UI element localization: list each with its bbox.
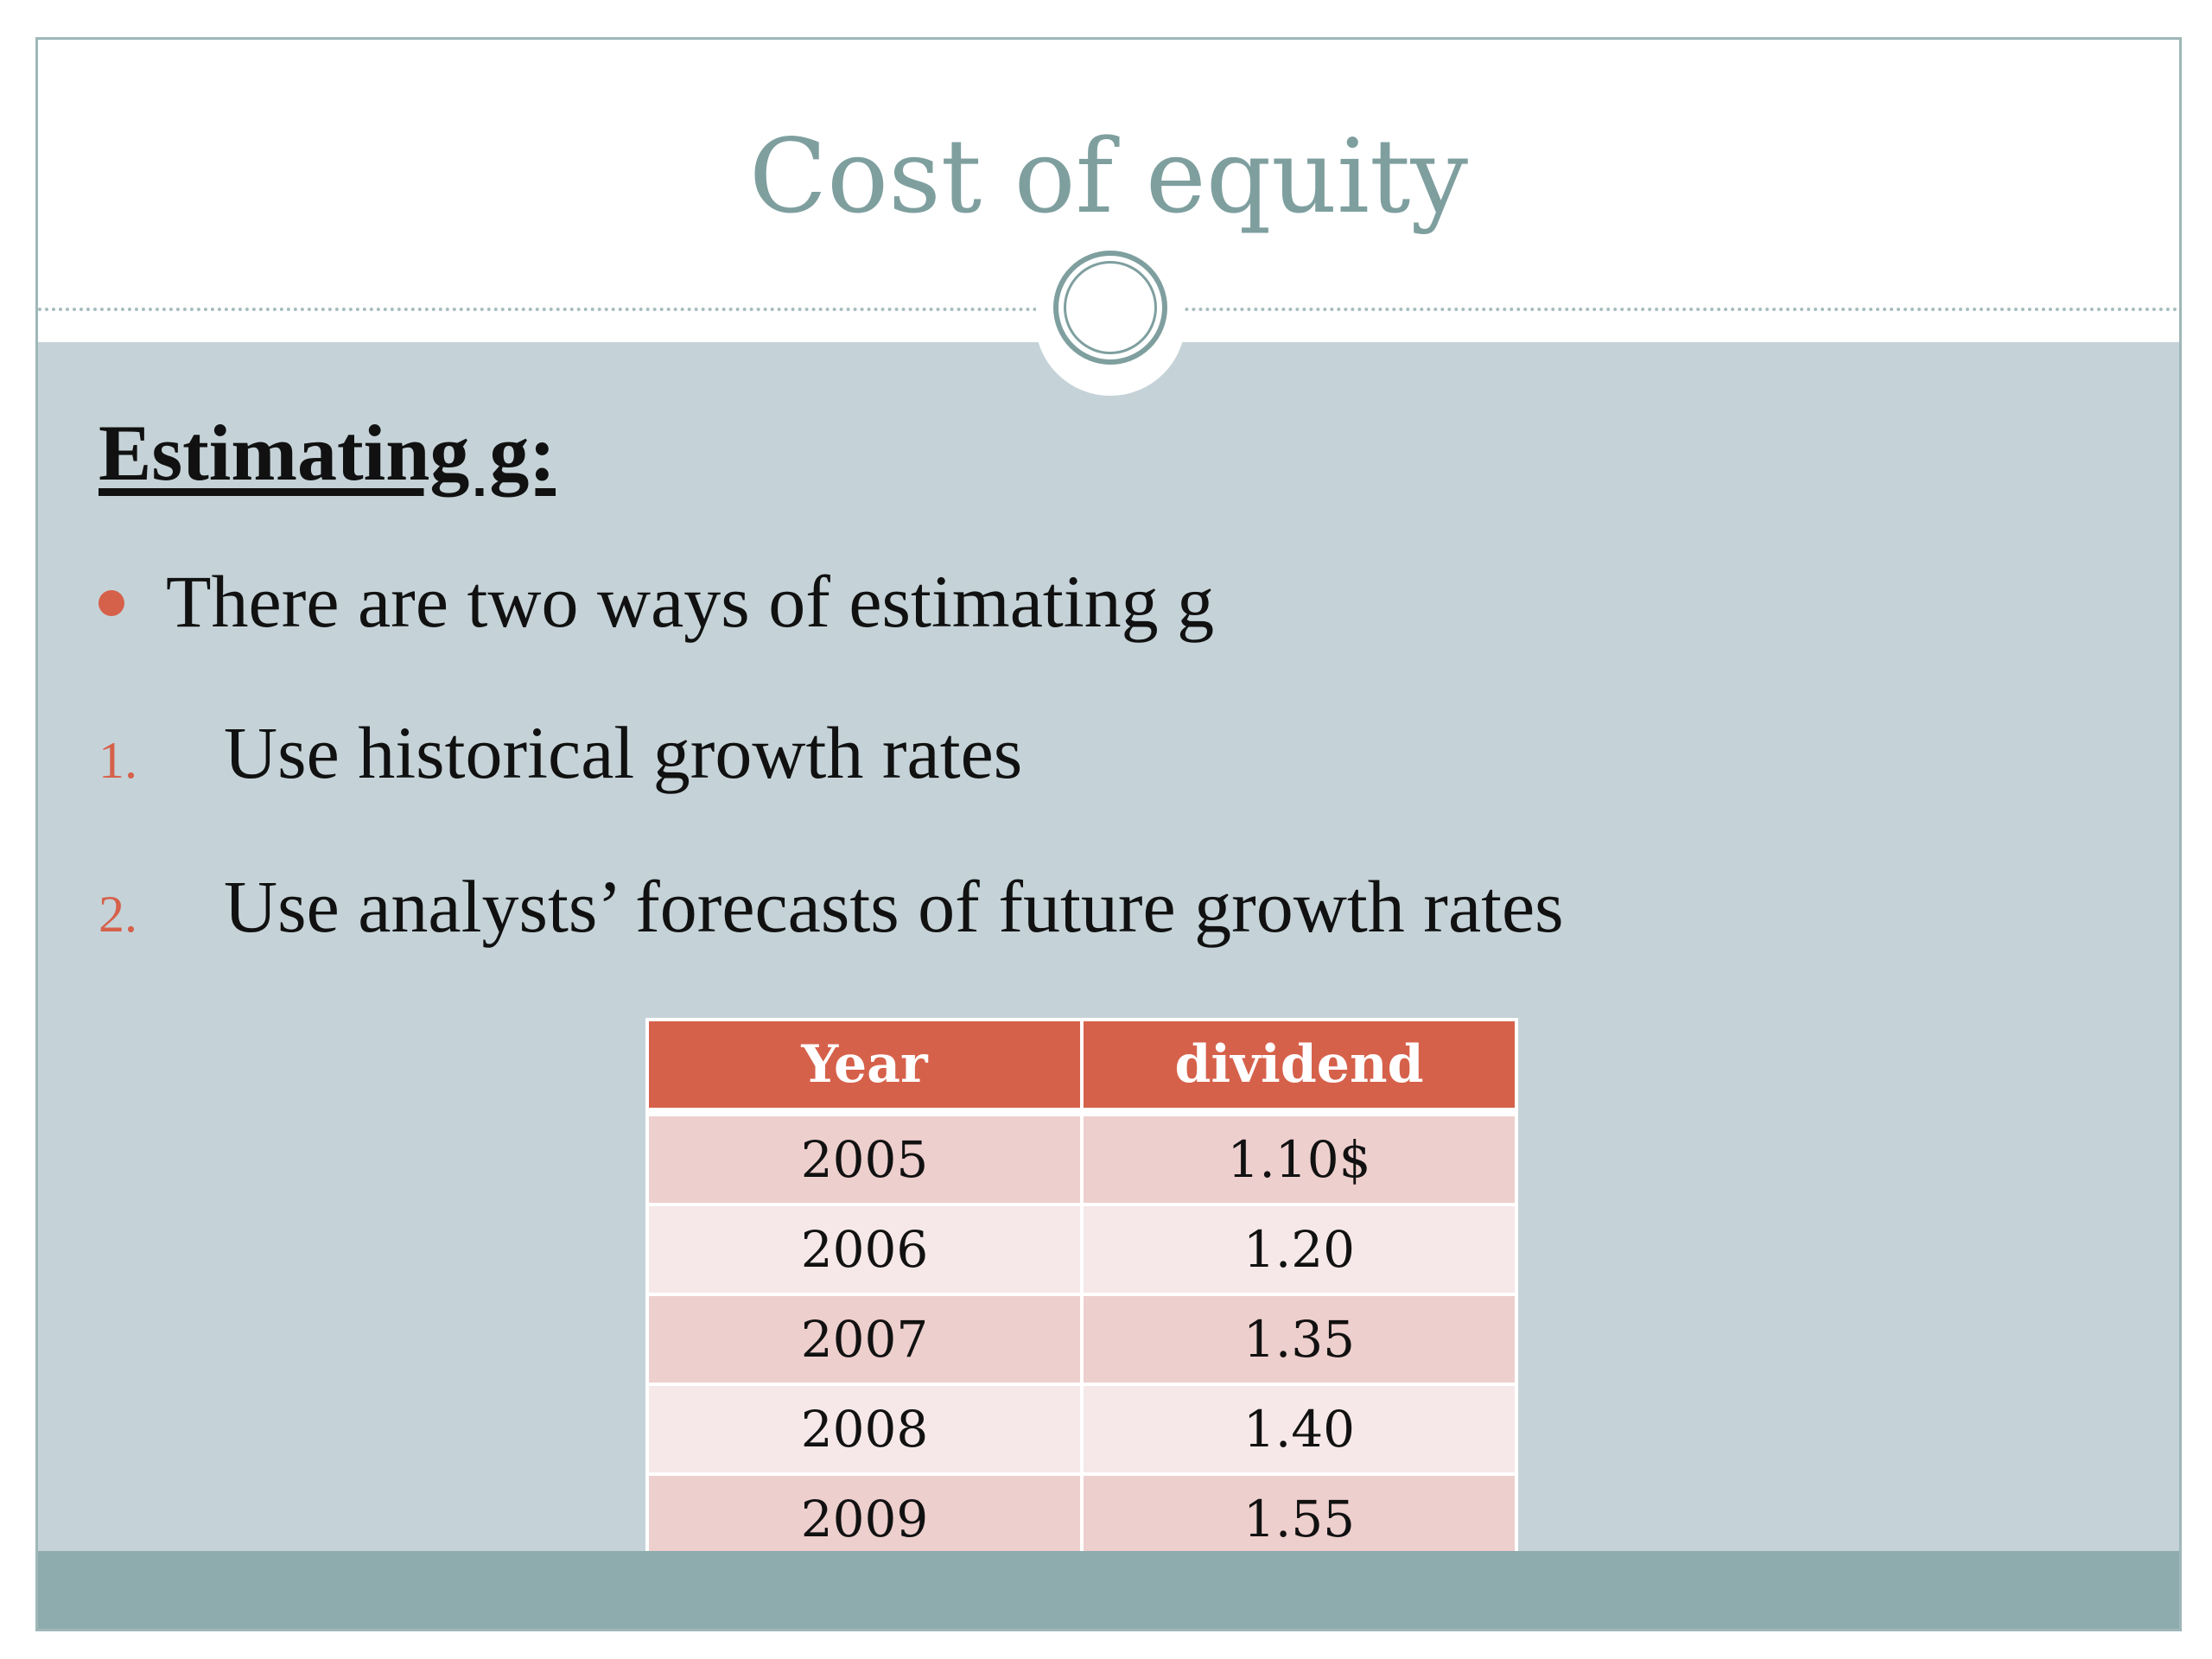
dividend-cell: 1.20 — [1080, 1203, 1518, 1296]
numbered-marker: 1. — [99, 732, 137, 789]
year-cell: 2009 — [645, 1472, 1084, 1566]
numbered-text: Use historical growth rates — [224, 711, 1023, 794]
footer-bar — [38, 1551, 2179, 1629]
table-header-row: Year dividend — [645, 1018, 1518, 1116]
slide-title: Cost of equity — [748, 117, 1469, 236]
numbered-item-1: 1. Use historical growth rates — [99, 709, 1022, 796]
year-cell: 2006 — [645, 1203, 1084, 1296]
dividend-table: Year dividend 2005 1.10$ 2006 1.20 2007 … — [645, 1018, 1518, 1566]
table-row: 2008 1.40 — [645, 1382, 1518, 1476]
section-heading: Estimating g: — [99, 409, 556, 497]
bullet-item: There are two ways of estimating g — [99, 558, 1214, 645]
numbered-text: Use analysts’ forecasts of future growth… — [224, 865, 1564, 948]
dividend-cell: 1.10$ — [1080, 1110, 1518, 1206]
dividend-cell: 1.40 — [1080, 1382, 1518, 1476]
circle-ornament-icon — [1053, 251, 1167, 365]
numbered-marker: 2. — [99, 886, 137, 943]
table-row: 2005 1.10$ — [645, 1110, 1518, 1206]
year-cell: 2007 — [645, 1293, 1084, 1386]
dividend-cell: 1.55 — [1080, 1472, 1518, 1566]
year-cell: 2005 — [645, 1110, 1084, 1206]
slide: Cost of equity Estimating g: There are t… — [35, 37, 2182, 1631]
bullet-text: There are two ways of estimating g — [166, 560, 1215, 643]
table-row: 2009 1.55 — [645, 1472, 1518, 1566]
column-header-year: Year — [645, 1018, 1084, 1116]
table-row: 2007 1.35 — [645, 1293, 1518, 1386]
dividend-cell: 1.35 — [1080, 1293, 1518, 1386]
bullet-dot-icon — [99, 590, 124, 617]
column-header-dividend: dividend — [1080, 1018, 1518, 1116]
numbered-item-2: 2. Use analysts’ forecasts of future grow… — [99, 863, 1564, 950]
table-row: 2006 1.20 — [645, 1203, 1518, 1296]
year-cell: 2008 — [645, 1382, 1084, 1476]
